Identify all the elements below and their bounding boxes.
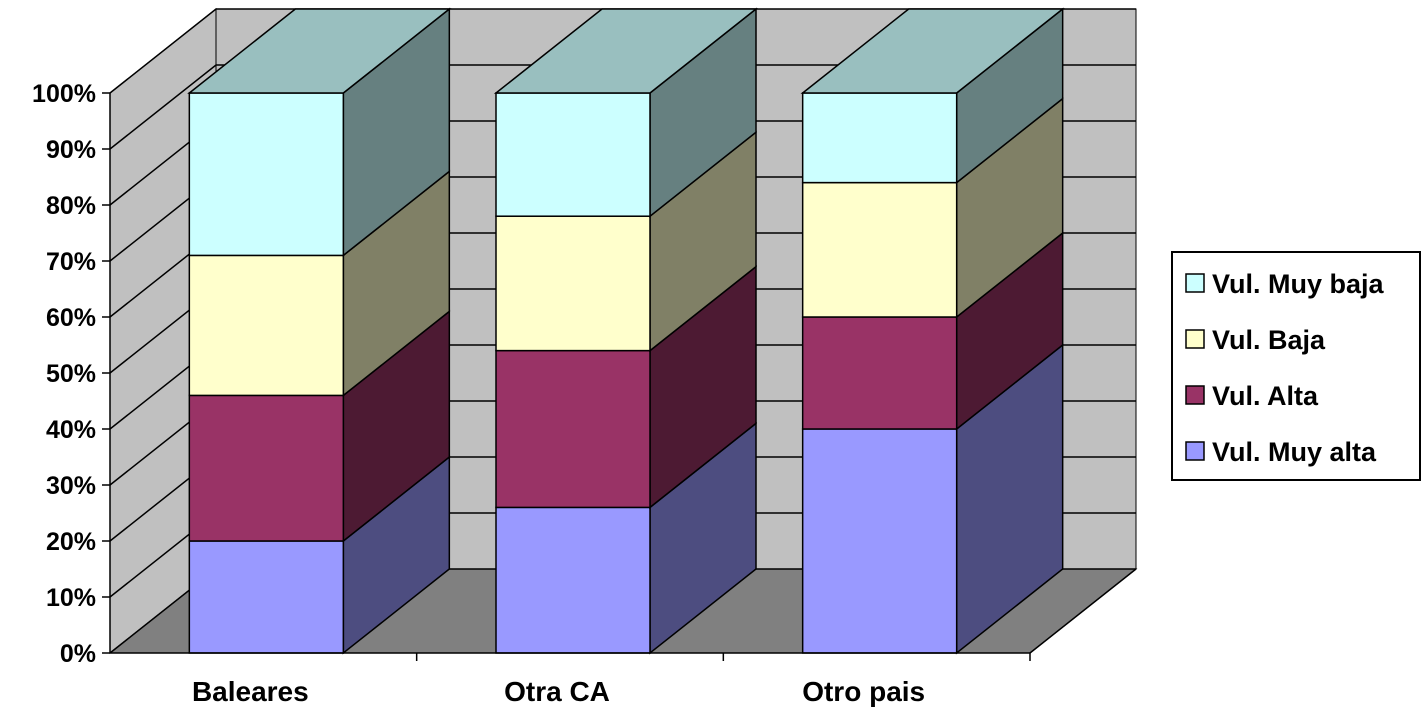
legend-swatch: [1185, 385, 1205, 405]
bar-segment: [801, 92, 958, 184]
legend-swatch: [1185, 441, 1205, 461]
bar-segment: [495, 349, 651, 509]
legend-label: Vul. Alta: [1212, 381, 1319, 411]
legend-swatch: [1185, 273, 1205, 293]
bar-segment: [188, 540, 345, 654]
bar-top: [800, 8, 1065, 94]
axes: 0% 10% 20% 30% 40% 50% 60% 70% 80% 90% 100% Baleare…: [32, 80, 1137, 707]
legend-label: Vul. Muy alta: [1212, 437, 1377, 467]
y-tick-label: 50%: [46, 360, 96, 388]
y-tick-label: 30%: [46, 472, 96, 500]
y-tick-label: 100%: [32, 80, 96, 108]
bar-segment: [495, 92, 651, 217]
bar-stacks: [187, 7, 1065, 655]
legend-swatch: [1185, 329, 1205, 349]
bar-top: [187, 8, 452, 94]
y-tick-label: 70%: [46, 248, 96, 276]
bar-segment: [801, 181, 958, 318]
y-tick-label: 90%: [46, 136, 96, 164]
legend-label: Vul. Muy baja: [1212, 269, 1385, 299]
bar-segment: [188, 394, 345, 542]
legend-label: Vul. Baja: [1212, 325, 1326, 355]
y-tick-label: 80%: [46, 192, 96, 220]
x-axis-depth-line: [1029, 568, 1137, 654]
y-tick-label: 40%: [46, 416, 96, 444]
gridline: [109, 64, 1136, 150]
legend: Vul. Muy baja Vul. Baja Vul. Alta Vul. Muy …: [1171, 251, 1421, 481]
bar-top: [493, 8, 759, 94]
bar-segment: [188, 254, 345, 397]
y-tick-label: 20%: [46, 528, 96, 556]
y-tick-label: 10%: [46, 584, 96, 612]
bar-segment: [801, 316, 958, 430]
x-category-label: Baleares: [192, 676, 309, 707]
legend-box: [1171, 251, 1421, 481]
bar-segment: [188, 92, 345, 257]
bar-segment: [495, 506, 651, 654]
y-tick-label: 0%: [60, 640, 96, 668]
x-category-label: Otra CA: [504, 676, 610, 707]
bar-segment: [495, 215, 651, 352]
gridline: [109, 8, 1136, 94]
y-tick-label: 60%: [46, 304, 96, 332]
x-category-label: Otro pais: [802, 676, 925, 707]
bar-segment: [801, 428, 958, 654]
